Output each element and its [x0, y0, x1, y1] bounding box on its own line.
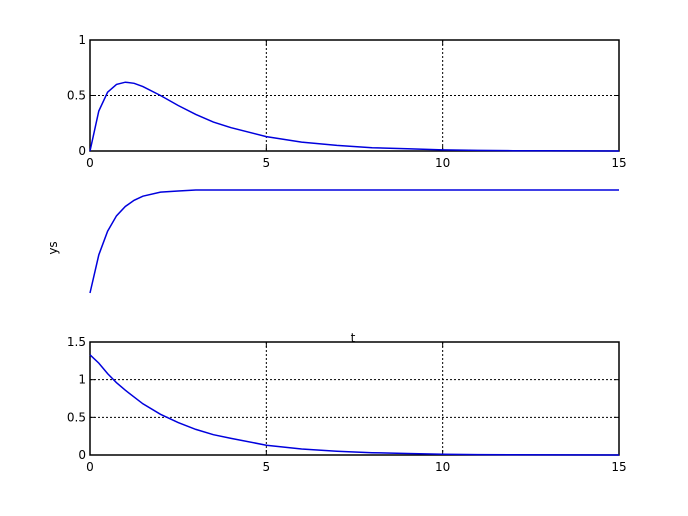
x-tick-label: 5 — [263, 156, 271, 170]
y-tick-label: 0 — [78, 144, 86, 158]
subplot-2-xlabel: t — [351, 331, 356, 345]
x-tick-label: 0 — [86, 460, 94, 474]
x-tick-label: 15 — [611, 156, 626, 170]
y-tick-label: 0.5 — [67, 89, 86, 103]
y-tick-label: 1 — [78, 33, 86, 47]
subplot-1: 0 5 10 15 0 0.5 1 — [67, 33, 627, 170]
x-tick-label: 0 — [86, 156, 94, 170]
axes-frame — [89, 341, 620, 456]
series-line — [89, 354, 620, 456]
x-tick-label: 5 — [263, 460, 271, 474]
x-tick-label: 10 — [435, 156, 450, 170]
subplot-2-ylabel: ys — [46, 241, 60, 254]
y-tick-label: 1 — [78, 373, 86, 387]
subplot-3: 0 5 10 15 0 0.5 1 1.5 — [67, 335, 627, 474]
y-tick-label: 0 — [78, 448, 86, 462]
series-line — [89, 81, 620, 152]
y-tick-label: 1.5 — [67, 335, 86, 349]
x-tick-label: 10 — [435, 460, 450, 474]
y-tick-label: 0.5 — [67, 410, 86, 424]
subplot-2 — [89, 189, 619, 294]
series-line — [89, 189, 619, 294]
x-tick-label: 15 — [611, 460, 626, 474]
